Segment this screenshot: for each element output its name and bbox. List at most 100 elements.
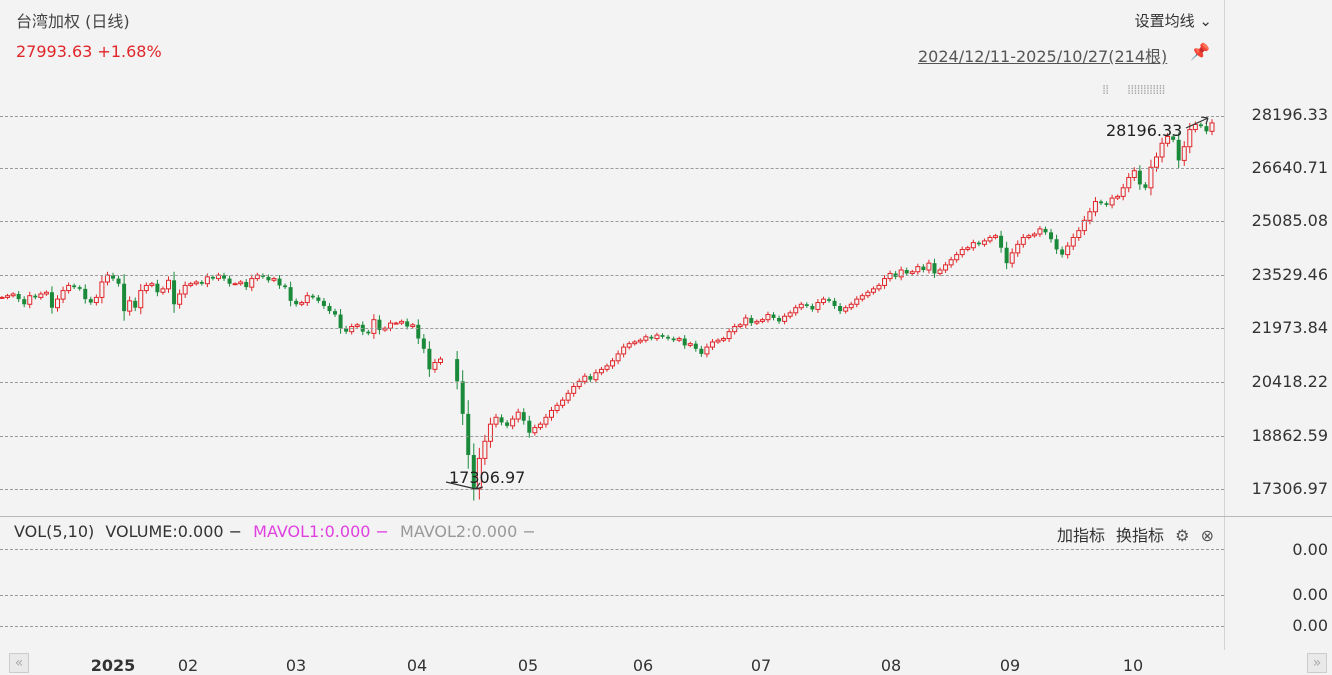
candle xyxy=(904,267,909,276)
candle-body xyxy=(88,299,93,303)
add-indicator-button[interactable]: 加指标 xyxy=(1056,526,1105,545)
candle xyxy=(598,366,604,376)
candle-body xyxy=(1131,170,1137,179)
candle-body xyxy=(1049,232,1054,240)
date-range-link[interactable]: 2024/12/11-2025/10/27(214根) xyxy=(918,47,1168,66)
candle-body xyxy=(749,317,754,324)
candle-body xyxy=(548,409,554,418)
candle-body xyxy=(143,284,149,292)
candle xyxy=(632,340,638,346)
candle xyxy=(460,370,465,426)
candle xyxy=(588,373,593,383)
x-tick-label: 06 xyxy=(632,656,654,675)
candle-body xyxy=(210,276,215,279)
candle-body xyxy=(687,343,693,346)
candle-body xyxy=(122,283,127,312)
scroll-right-button[interactable]: » xyxy=(1307,653,1327,673)
candle xyxy=(1115,194,1121,200)
candle xyxy=(405,318,410,330)
candle xyxy=(637,338,643,344)
candle xyxy=(327,303,332,315)
close-icon[interactable]: ⊗ xyxy=(1200,526,1214,545)
candle xyxy=(55,295,61,312)
candle-body xyxy=(166,279,172,290)
x-tick-label: 02 xyxy=(177,656,199,675)
candle-body xyxy=(427,348,432,370)
candle-body xyxy=(43,291,49,295)
candle-body xyxy=(527,420,532,433)
candle-body xyxy=(843,307,849,312)
candle xyxy=(954,251,960,263)
candle-body xyxy=(499,417,504,423)
candle xyxy=(621,343,627,358)
candle xyxy=(827,297,832,303)
candle xyxy=(1120,183,1126,201)
candle-body xyxy=(471,454,476,489)
candle-body xyxy=(827,299,832,301)
candle-body xyxy=(1148,166,1154,189)
candle xyxy=(571,383,577,397)
zoom-controls-icon[interactable]: ⁞⁞ ⁞⁞⁞⁞⁞⁞⁞⁞⁞⁞⁞⁞ xyxy=(1102,83,1166,98)
candle-body xyxy=(116,278,121,284)
candle-body xyxy=(632,341,638,345)
candle-body xyxy=(682,338,687,346)
candlestick-chart[interactable] xyxy=(0,0,1224,650)
candle xyxy=(49,286,54,314)
candle xyxy=(232,282,238,286)
candle-body xyxy=(954,254,960,261)
grid-line xyxy=(0,595,1224,596)
candle xyxy=(666,334,671,341)
candle xyxy=(471,443,476,501)
candle xyxy=(1065,242,1071,259)
scroll-left-button[interactable]: « xyxy=(9,653,29,673)
candle-body xyxy=(571,385,577,394)
set-moving-average-button[interactable]: 设置均线 ⌄ xyxy=(1134,12,1212,30)
switch-indicator-button[interactable]: 换指标 xyxy=(1116,526,1165,545)
candle-body xyxy=(204,276,210,285)
pin-icon[interactable]: 📌 xyxy=(1190,42,1210,61)
candle xyxy=(10,292,16,298)
candle xyxy=(865,289,871,299)
candle xyxy=(466,400,471,469)
candle-body xyxy=(466,413,471,455)
candle-body xyxy=(316,297,321,301)
candle xyxy=(854,296,860,308)
candle-body xyxy=(5,295,11,298)
candle-body xyxy=(926,262,932,271)
candle xyxy=(548,407,554,421)
candle-body xyxy=(1037,228,1043,235)
candle xyxy=(199,280,204,286)
candle xyxy=(887,270,893,282)
candle-body xyxy=(621,346,627,355)
candle xyxy=(1148,159,1154,196)
candle xyxy=(182,281,188,298)
candle xyxy=(254,272,260,281)
candle-body xyxy=(1192,123,1198,131)
candle xyxy=(1209,119,1215,136)
candle xyxy=(1126,173,1132,193)
candle xyxy=(1004,241,1009,270)
candle-body xyxy=(981,240,987,245)
candle-body xyxy=(72,285,77,288)
candle-body xyxy=(832,300,837,306)
candle xyxy=(99,276,105,304)
candle xyxy=(699,345,704,357)
candle-body xyxy=(993,235,999,238)
candle xyxy=(798,301,804,311)
volume-indicator-name[interactable]: VOL(5,10) xyxy=(14,522,95,541)
candle-body xyxy=(615,353,621,362)
candle xyxy=(299,300,305,307)
candle-body xyxy=(155,283,160,293)
candle xyxy=(188,281,194,288)
candle-body xyxy=(649,336,654,339)
gear-icon[interactable]: ⚙ xyxy=(1175,526,1190,545)
candle xyxy=(537,421,543,430)
indicator-tools: 加指标 换指标 ⚙ ⊗ xyxy=(1051,522,1214,546)
candle-body xyxy=(937,269,943,274)
volume-y-label: 0.00 xyxy=(1292,616,1328,635)
candle xyxy=(732,323,738,335)
candle-body xyxy=(510,418,516,427)
candle xyxy=(338,309,343,334)
candle-body xyxy=(932,263,937,274)
candle xyxy=(976,240,981,247)
